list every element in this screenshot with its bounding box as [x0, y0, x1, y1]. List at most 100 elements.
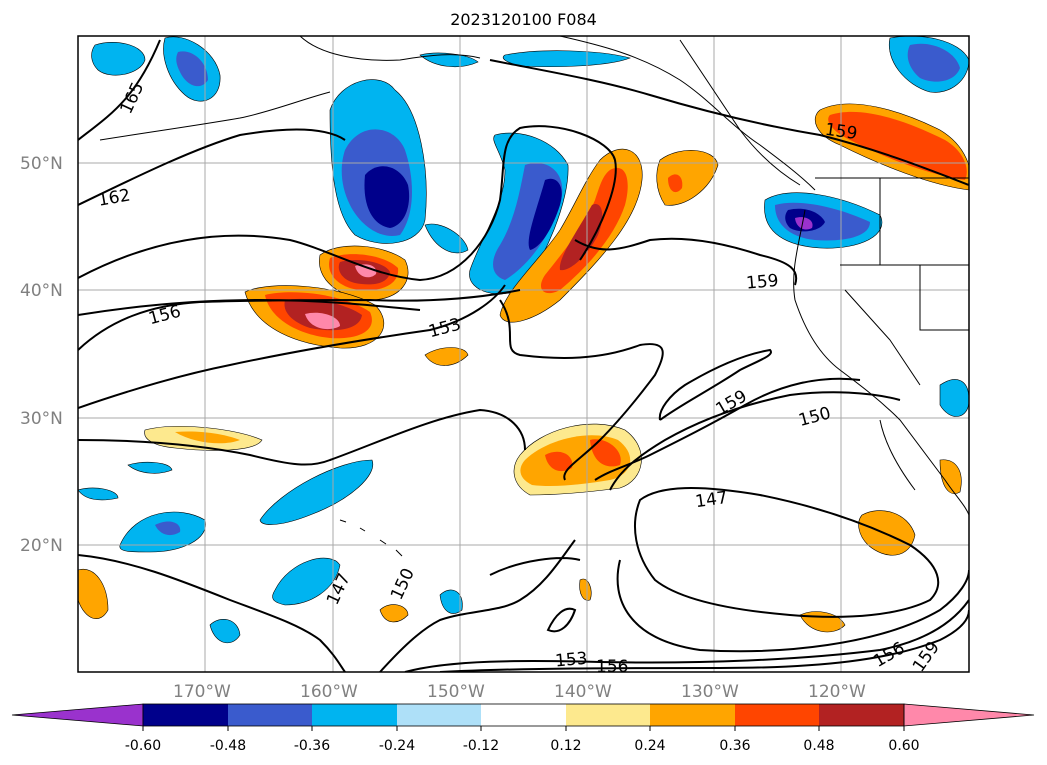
contour-label: 156: [596, 657, 628, 677]
contour-line: [546, 607, 577, 633]
negative-anomaly-region: [939, 379, 969, 417]
colorbar-segment: [143, 704, 228, 726]
lon-tick-label: 150°W: [427, 682, 485, 702]
us-west-coastline: [793, 209, 969, 516]
negative-anomaly-region: [209, 618, 241, 644]
colorbar-tick-label: -0.12: [463, 738, 499, 754]
height-contours: [78, 39, 969, 672]
negative-anomaly-core: [364, 166, 410, 228]
lat-tick-label: 50°N: [20, 154, 63, 174]
bc-coastline: [679, 39, 801, 186]
state-borders: [815, 177, 969, 386]
contour-line: [609, 391, 901, 491]
positive-anomaly-band: [656, 150, 719, 206]
latitude-labels: 50°N 40°N 30°N 20°N: [20, 154, 63, 556]
lon-tick-label: 140°W: [554, 682, 612, 702]
longitude-labels: 170°W 160°W 150°W 140°W 130°W 120°W: [173, 682, 866, 702]
colorbar-tick-label: 0.48: [803, 738, 834, 754]
lat-tick-label: 40°N: [20, 281, 63, 301]
lat-tick-label: 20°N: [20, 536, 63, 556]
colorbar-segment: [228, 704, 312, 726]
colorbar-tick-label: 0.24: [634, 738, 665, 754]
contour-line: [658, 348, 772, 421]
baja-coastline: [879, 419, 916, 491]
negative-anomaly-region: [419, 52, 479, 67]
map-panel: 165 162 156 153 159 159 159 150 147 147 …: [78, 36, 969, 677]
contour-line: [499, 299, 664, 481]
contour-line: [78, 554, 346, 672]
colorbar-tick-label: -0.36: [294, 738, 330, 754]
positive-anomaly-peak: [305, 312, 340, 330]
contour-label: 159: [745, 271, 779, 294]
colorbar-segment: [735, 704, 819, 726]
positive-anomaly-peak: [355, 264, 377, 278]
negative-anomaly-core: [907, 43, 960, 82]
positive-anomaly-region: [858, 510, 916, 556]
colorbar-tick-label: -0.48: [210, 738, 246, 754]
negative-anomaly-region: [259, 459, 374, 525]
negative-anomaly-core: [155, 521, 181, 536]
colorbar-max-extension: [903, 703, 1035, 727]
colorbar-min-extension: [11, 703, 144, 727]
positive-anomaly-region: [579, 578, 592, 601]
colorbar: -0.60 -0.48 -0.36 -0.24 -0.12 0.12 0.24 …: [11, 703, 1035, 754]
colorbar-frame: [142, 703, 905, 727]
lon-tick-label: 130°W: [681, 682, 739, 702]
lon-tick-label: 160°W: [300, 682, 358, 702]
hawaiian-islands: [339, 519, 403, 557]
contour-line: [616, 559, 969, 653]
negative-anomaly-region: [127, 461, 173, 474]
colorbar-tick-label: 0.12: [550, 738, 581, 754]
positive-anomaly-core: [668, 174, 683, 193]
graticule: [78, 36, 969, 672]
negative-anomaly-core: [528, 178, 562, 250]
colorbar-segment: [481, 704, 566, 726]
contour-line: [439, 609, 969, 672]
contour-line: [78, 39, 161, 141]
negative-anomaly-peak: [795, 217, 813, 230]
colorbar-ticks: [142, 726, 905, 731]
contour-line: [404, 599, 969, 672]
shaded-anomaly-fields: [78, 36, 969, 644]
negative-anomaly-region: [78, 487, 119, 501]
contour-label: 159: [824, 120, 859, 144]
contour-line: [379, 539, 581, 672]
positive-anomaly-core: [545, 451, 573, 472]
lon-tick-label: 120°W: [808, 682, 866, 702]
positive-anomaly-region: [939, 459, 962, 494]
colorbar-tick-label: -0.60: [125, 738, 161, 754]
positive-anomaly-core: [559, 204, 603, 271]
positive-anomaly-core: [175, 431, 240, 444]
lat-tick-label: 30°N: [20, 409, 63, 429]
positive-anomaly-region: [379, 604, 409, 623]
lon-tick-label: 170°W: [173, 682, 231, 702]
colorbar-segment: [819, 704, 904, 726]
contour-line: [78, 128, 346, 206]
contour-label: 153: [554, 649, 588, 672]
contour-line: [78, 298, 421, 316]
colorbar-tick-label: 0.60: [888, 738, 919, 754]
positive-anomaly-region: [424, 347, 469, 366]
colorbar-segment: [650, 704, 735, 726]
alaska-coastline: [299, 36, 816, 191]
map-title: 2023120100 F084: [450, 10, 597, 29]
contour-line: [594, 377, 861, 481]
contour-line: [634, 487, 940, 618]
map-frame: [77, 35, 970, 673]
negative-anomaly-region: [91, 42, 146, 76]
negative-anomaly-region: [502, 50, 631, 68]
positive-anomaly-core: [590, 439, 621, 467]
contour-line: [489, 59, 969, 186]
negative-anomaly-region: [272, 557, 341, 606]
negative-anomaly-region: [439, 589, 463, 614]
colorbar-tick-label: -0.24: [379, 738, 415, 754]
contour-line: [78, 408, 526, 466]
positive-anomaly-region: [78, 568, 109, 619]
aleutian-islands: [99, 91, 331, 141]
colorbar-segment: [397, 704, 481, 726]
negative-anomaly-core: [176, 51, 208, 87]
contour-line: [574, 237, 798, 286]
contour-line: [78, 284, 506, 409]
contour-line: [78, 125, 617, 282]
